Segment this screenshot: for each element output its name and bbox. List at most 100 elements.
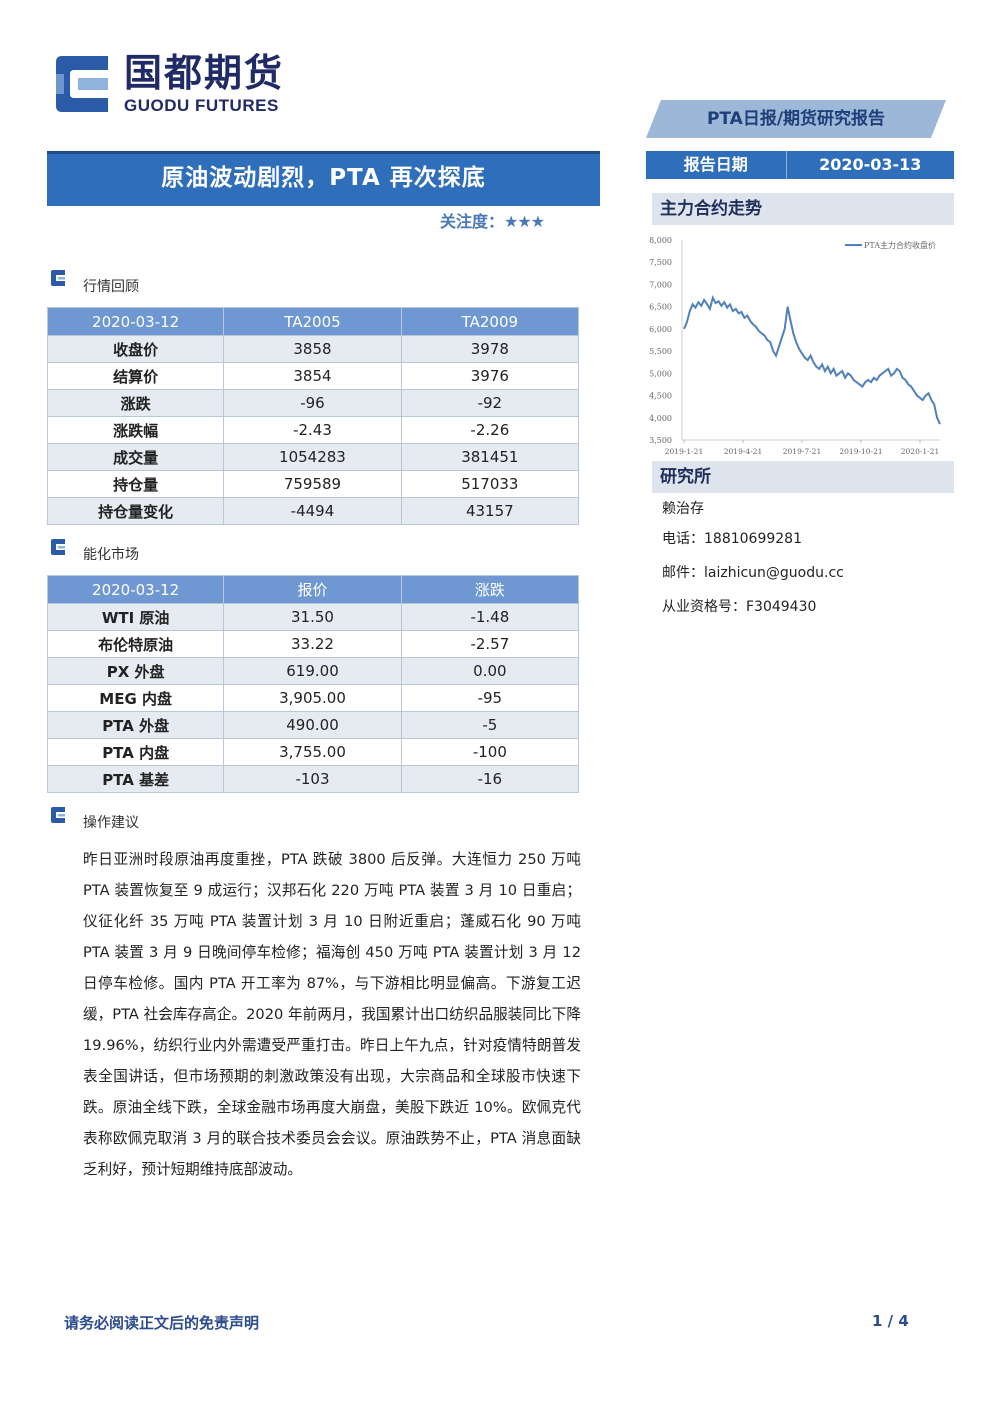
attention-stars: ★★★ [504, 212, 545, 231]
y-tick-label: 5,000 [649, 369, 672, 378]
row-label: PTA 基差 [46, 765, 225, 793]
y-tick-label: 4,500 [649, 392, 672, 401]
section-bullet-icon [51, 807, 65, 823]
table-cell: 490.00 [223, 711, 402, 739]
table-row: 涨跌幅 -2.43 -2.26 [46, 416, 580, 444]
section-energy-market: 能化市场 [83, 547, 139, 563]
x-tick-label: 2020-1-21 [901, 447, 939, 456]
row-label: 布伦特原油 [46, 630, 225, 658]
table-cell: 381451 [400, 443, 580, 471]
row-label: PTA 外盘 [46, 711, 225, 739]
table-cell: -5 [400, 711, 580, 739]
y-tick-label: 7,500 [649, 258, 672, 267]
table-cell: -92 [400, 389, 580, 417]
x-tick-label: 2019-1-21 [665, 447, 703, 456]
table-cell: -4494 [223, 497, 402, 525]
table-cell: 33.22 [223, 630, 402, 658]
table-cell: 0.00 [400, 657, 580, 685]
report-date-label: 报告日期 [646, 151, 787, 179]
table-row: PTA 基差 -103 -16 [46, 765, 580, 793]
table-cell: -95 [400, 684, 580, 712]
disclaimer-note: 请务必阅读正文后的免责声明 [64, 1314, 260, 1332]
row-label: 持仓量变化 [46, 497, 225, 525]
analyst-email: 邮件：laizhicun@guodu.cc [662, 565, 844, 581]
table-cell: 3976 [400, 362, 580, 390]
company-name-en: GUODU FUTURES [124, 96, 279, 115]
series-line-pta-main [683, 295, 941, 425]
table-cell: 517033 [400, 470, 580, 498]
table-cell: 43157 [400, 497, 580, 525]
table-header-cell: TA2009 [400, 307, 580, 336]
table-cell: -16 [400, 765, 580, 793]
table-cell: 619.00 [223, 657, 402, 685]
table-header-cell: 2020-03-12 [46, 575, 225, 604]
table-row: 持仓量 759589 517033 [46, 470, 580, 498]
section-market-review: 行情回顾 [83, 279, 139, 295]
table-row: 涨跌 -96 -92 [46, 389, 580, 417]
legend-label: PTA主力合约收盘价 [864, 240, 936, 250]
table-cell: -2.43 [223, 416, 402, 444]
table-row: 持仓量变化 -4494 43157 [46, 497, 580, 525]
price-chart: 8,000 7,500 7,000 6,500 6,000 5,500 5,000 4,500… [649, 236, 941, 456]
y-tick-label: 6,000 [649, 325, 672, 334]
analyst-license: 从业资格号：F3049430 [662, 599, 817, 615]
table-row: PX 外盘 619.00 0.00 [46, 657, 580, 685]
y-tick-label: 7,000 [649, 280, 672, 289]
operation-advice-text: 昨日亚洲时段原油再度重挫，PTA 跌破 3800 后反弹。大连恒力 250 万吨… [83, 851, 581, 1178]
table-row: 结算价 3854 3976 [46, 362, 580, 390]
table-row: 布伦特原油 33.22 -2.57 [46, 630, 580, 658]
chart-heading: 主力合约走势 [652, 193, 954, 225]
table-row: 收盘价 3858 3978 [46, 335, 580, 363]
table-header-cell: 2020-03-12 [46, 307, 225, 336]
table-cell: -103 [223, 765, 402, 793]
table-cell: 3,755.00 [223, 738, 402, 766]
section-operation-advice: 操作建议 [83, 815, 139, 831]
report-type-banner [646, 100, 946, 138]
table-header-row: 2020-03-12 TA2005 TA2009 [46, 307, 580, 336]
table-row: PTA 内盘 3,755.00 -100 [46, 738, 580, 766]
table-cell: -96 [223, 389, 402, 417]
row-label: 收盘价 [46, 335, 225, 363]
table-cell: 759589 [223, 470, 402, 498]
section-bullet-icon [51, 270, 65, 286]
section-bullet-icon [51, 539, 65, 555]
x-tick-label: 2019-10-21 [839, 447, 882, 456]
attention-label: 关注度： [440, 212, 505, 231]
x-tick-label: 2019-7-21 [783, 447, 821, 456]
company-name-cn: 国都期货 [124, 51, 285, 95]
table-header-cell: 涨跌 [400, 575, 580, 604]
research-heading: 研究所 [652, 461, 954, 493]
table-cell: 3978 [400, 335, 580, 363]
table-cell: 3854 [223, 362, 402, 390]
guodu-logo-icon [56, 56, 108, 112]
row-label: PX 外盘 [46, 657, 225, 685]
table-header-cell: TA2005 [223, 307, 402, 336]
title-bar [47, 151, 600, 206]
table-cell: 3,905.00 [223, 684, 402, 712]
row-label: 成交量 [46, 443, 225, 471]
row-label: 涨跌幅 [46, 416, 225, 444]
table-cell: -2.26 [400, 416, 580, 444]
attention-level: 关注度：★★★ [440, 208, 545, 232]
table-header-row: 2020-03-12 报价 涨跌 [46, 575, 580, 604]
y-tick-label: 4,000 [649, 414, 672, 423]
y-tick-label: 6,500 [649, 303, 672, 312]
table-row: 成交量 1054283 381451 [46, 443, 580, 471]
table-cell: -1.48 [400, 603, 580, 631]
report-date-value: 2020-03-13 [819, 155, 922, 174]
table-row: MEG 内盘 3,905.00 -95 [46, 684, 580, 712]
row-label: WTI 原油 [46, 603, 225, 631]
table-row: WTI 原油 31.50 -1.48 [46, 603, 580, 631]
table-cell: -2.57 [400, 630, 580, 658]
table-cell: 3858 [223, 335, 402, 363]
row-label: 涨跌 [46, 389, 225, 417]
analyst-name: 赖治存 [662, 501, 704, 517]
table-header-cell: 报价 [223, 575, 402, 604]
row-label: MEG 内盘 [46, 684, 225, 712]
table-cell: -100 [400, 738, 580, 766]
energy-market-table: 2020-03-12 报价 涨跌 WTI 原油 31.50 -1.48 布伦特原油 3… [46, 575, 580, 793]
y-tick-label: 8,000 [649, 236, 672, 245]
analyst-phone: 电话：18810699281 [662, 531, 802, 547]
page-title: 原油波动剧烈，PTA 再次探底 [161, 165, 486, 191]
row-label: PTA 内盘 [46, 738, 225, 766]
